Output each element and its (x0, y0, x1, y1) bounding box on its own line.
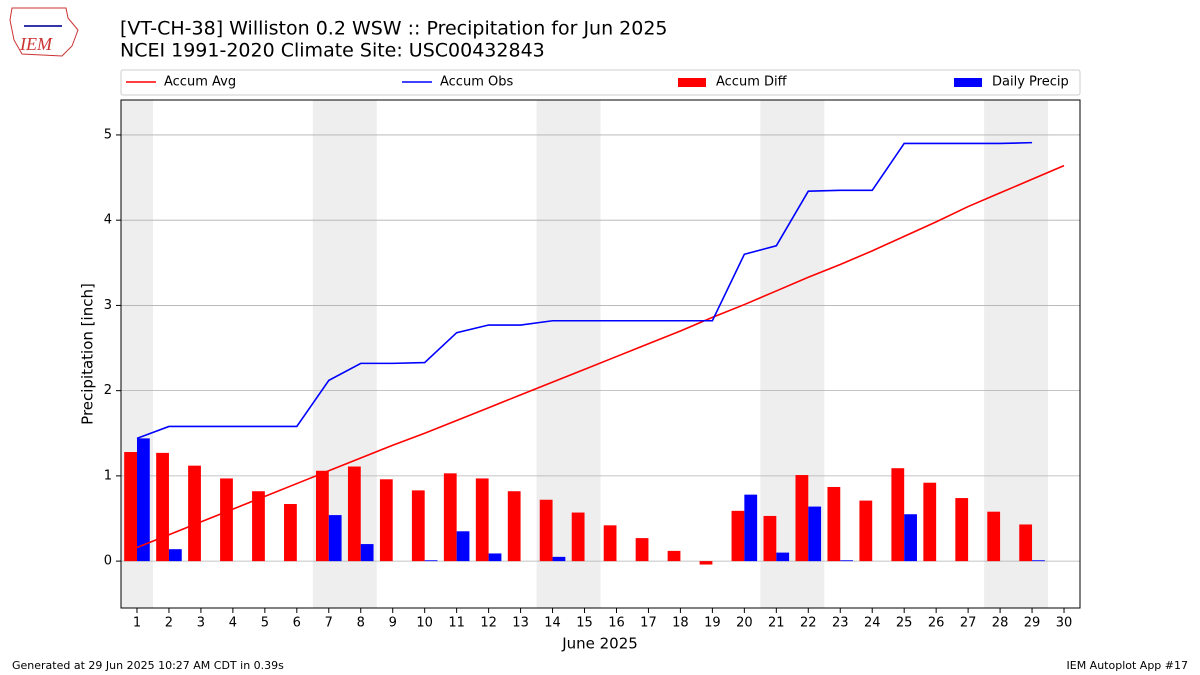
x-tick-label: 16 (608, 616, 625, 631)
x-tick-label: 4 (229, 616, 237, 631)
x-tick-label: 1 (133, 616, 141, 631)
x-tick-label: 2 (165, 616, 173, 631)
y-tick-label: 2 (104, 383, 112, 398)
y-tick-label: 4 (104, 213, 112, 228)
bar (136, 438, 150, 562)
bar (220, 478, 233, 562)
y-tick-label: 1 (104, 468, 112, 483)
line (136, 141, 1033, 440)
x-tick-label: 27 (960, 616, 977, 631)
x-tick-label: 9 (389, 616, 397, 631)
bar (776, 552, 790, 562)
logo-outline (9, 7, 79, 57)
chart-subtitle: NCEI 1991-2020 Climate Site: USC00432843 (120, 40, 545, 62)
x-tick-label: 29 (1024, 616, 1041, 631)
plot-frame (120, 99, 1081, 609)
footer-left: Generated at 29 Jun 2025 10:27 AM CDT in… (12, 659, 284, 672)
legend-label: Accum Avg (164, 75, 236, 90)
x-tick-label: 15 (576, 616, 593, 631)
legend-label: Daily Precip (992, 75, 1069, 90)
y-tick-label: 5 (104, 127, 112, 142)
x-tick-label: 3 (197, 616, 205, 631)
bar (808, 506, 822, 562)
bar (635, 538, 649, 562)
bar (1032, 560, 1045, 562)
bar (475, 478, 489, 562)
x-tick-label: 23 (832, 616, 849, 631)
x-tick-label: 8 (357, 616, 365, 631)
x-tick-label: 11 (448, 616, 465, 631)
bar (699, 561, 713, 565)
bar (795, 475, 809, 562)
x-tick-label: 24 (864, 616, 881, 631)
y-tick-label: 3 (104, 298, 112, 313)
legend-swatch (954, 78, 982, 87)
bar (284, 504, 297, 562)
bar (360, 544, 374, 562)
bar (539, 499, 553, 562)
bar (188, 465, 201, 562)
x-tick-label: 19 (704, 616, 721, 631)
legend-label: Accum Obs (440, 75, 513, 90)
y-axis-label: Precipitation [inch] (79, 283, 97, 425)
bar (379, 479, 393, 562)
bar (488, 553, 502, 562)
bar (827, 486, 841, 562)
bar (744, 494, 758, 562)
legend-box (120, 69, 1081, 96)
x-tick-label: 28 (992, 616, 1009, 631)
footer-right: IEM Autoplot App #17 (1067, 659, 1189, 672)
bar (923, 482, 937, 562)
x-tick-label: 12 (480, 616, 497, 631)
x-tick-label: 7 (325, 616, 333, 631)
line (136, 164, 1065, 549)
bar (731, 510, 745, 562)
bar (1019, 524, 1033, 562)
bar (667, 550, 681, 562)
bar (168, 549, 182, 562)
legend-swatch (678, 78, 706, 87)
x-axis-label: June 2025 (561, 635, 638, 653)
x-tick-label: 10 (416, 616, 433, 631)
x-tick-label: 17 (640, 616, 657, 631)
x-tick-label: 30 (1056, 616, 1073, 631)
logo: IEM (9, 7, 79, 57)
bar (424, 560, 438, 562)
x-tick-label: 14 (544, 616, 561, 631)
legend-label: Accum Diff (716, 75, 788, 90)
bar (552, 556, 566, 562)
x-tick-label: 22 (800, 616, 817, 631)
x-tick-label: 18 (672, 616, 689, 631)
bar (456, 531, 470, 562)
bar (571, 512, 585, 562)
bar (987, 511, 1001, 562)
bar (904, 514, 917, 562)
x-tick-label: 5 (261, 616, 269, 631)
bar (507, 491, 521, 562)
x-tick-label: 25 (896, 616, 913, 631)
x-tick-label: 21 (768, 616, 785, 631)
bar (411, 490, 425, 562)
bar (252, 491, 265, 562)
x-tick-label: 13 (512, 616, 529, 631)
bar (840, 560, 854, 562)
x-tick-label: 26 (928, 616, 945, 631)
bar (763, 515, 777, 562)
x-tick-label: 6 (293, 616, 301, 631)
bar (891, 468, 905, 562)
bar (443, 473, 457, 562)
x-tick-label: 20 (736, 616, 753, 631)
bar (347, 466, 361, 562)
y-tick-label: 0 (104, 554, 112, 569)
bar (603, 525, 617, 562)
bar (328, 515, 342, 562)
bar (156, 452, 169, 562)
bar (955, 498, 969, 562)
bar (859, 500, 873, 562)
chart-title: [VT-CH-38] Williston 0.2 WSW :: Precipit… (120, 18, 668, 40)
bar (315, 470, 329, 562)
bar (124, 452, 137, 562)
logo-text: IEM (19, 34, 53, 54)
